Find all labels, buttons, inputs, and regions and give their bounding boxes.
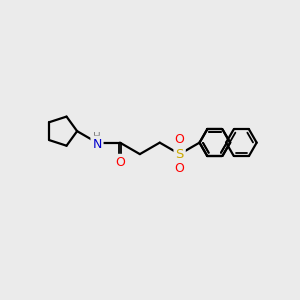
Text: O: O <box>175 133 184 146</box>
Text: H: H <box>93 132 101 142</box>
Text: N: N <box>92 138 102 151</box>
Text: O: O <box>175 162 184 175</box>
Text: S: S <box>176 148 184 160</box>
Text: O: O <box>115 156 125 169</box>
